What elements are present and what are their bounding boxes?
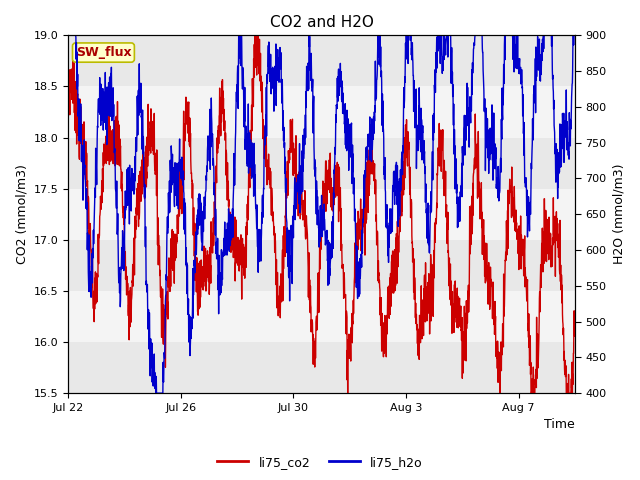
Bar [68,189,575,240]
Y-axis label: CO2 (mmol/m3): CO2 (mmol/m3) [15,164,28,264]
Bar [68,342,575,393]
Y-axis label: H2O (mmol/m3): H2O (mmol/m3) [612,164,625,264]
Text: SW_flux: SW_flux [76,46,131,59]
Bar [68,138,575,189]
Bar [68,86,575,138]
Title: CO2 and H2O: CO2 and H2O [269,15,373,30]
Bar [68,291,575,342]
X-axis label: Time: Time [544,419,575,432]
Bar [68,240,575,291]
Bar [68,36,575,86]
Legend: li75_co2, li75_h2o: li75_co2, li75_h2o [212,451,428,474]
